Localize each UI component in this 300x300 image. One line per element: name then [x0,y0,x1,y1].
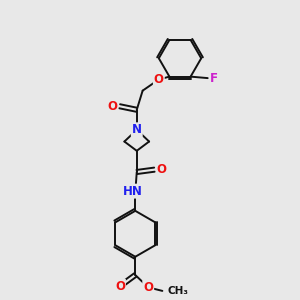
Text: N: N [132,123,142,136]
Text: O: O [143,281,153,294]
Text: O: O [115,280,125,293]
Text: O: O [154,73,164,86]
Text: O: O [107,100,117,113]
Text: O: O [157,163,167,176]
Text: HN: HN [123,184,143,198]
Text: F: F [210,72,218,85]
Text: CH₃: CH₃ [168,286,189,296]
